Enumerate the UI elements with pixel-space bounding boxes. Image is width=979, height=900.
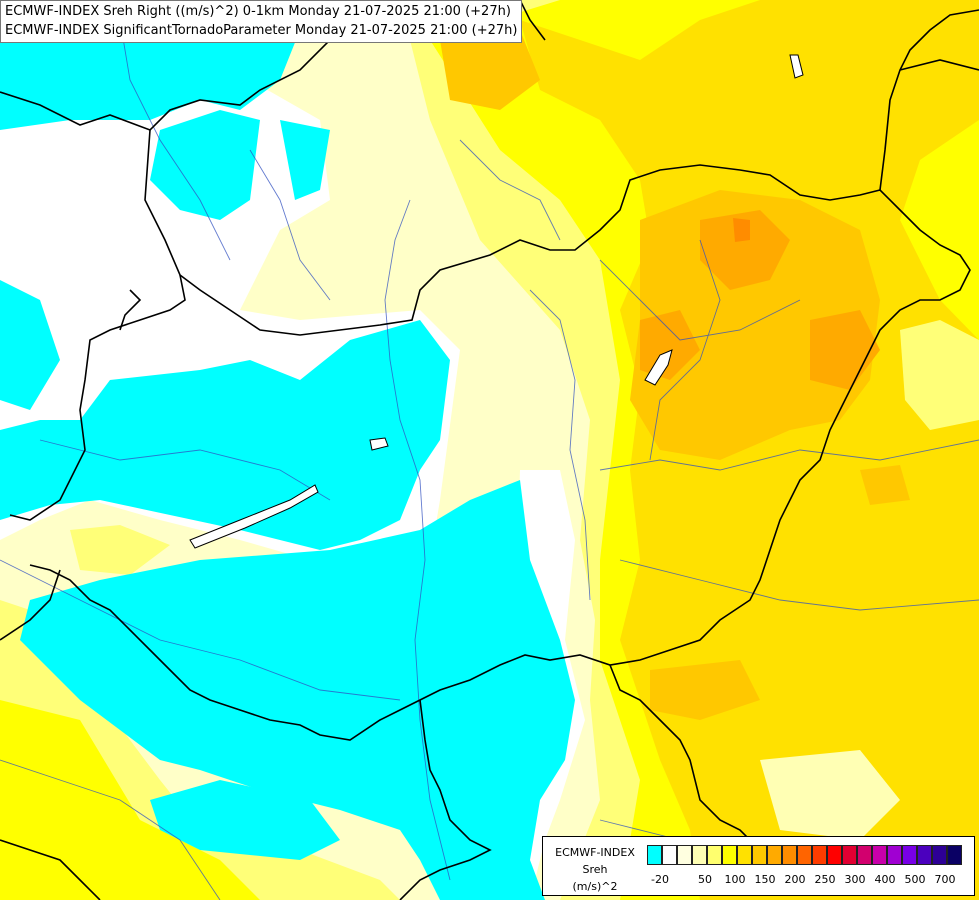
legend-swatch xyxy=(722,845,737,865)
legend-swatch xyxy=(767,845,782,865)
legend-tick-label: 100 xyxy=(724,873,746,886)
legend-swatch xyxy=(932,845,947,865)
legend-swatch xyxy=(647,845,662,865)
color-legend: ECMWF-INDEX Sreh (m/s)^2 -20 50 100 150 200 2… xyxy=(542,836,975,896)
legend-unit: (m/s)^2 xyxy=(572,880,618,893)
legend-variable: Sreh xyxy=(582,863,608,876)
legend-swatch xyxy=(812,845,827,865)
legend-swatch xyxy=(827,845,842,865)
legend-swatch xyxy=(707,845,722,865)
legend-ticks: -20 50 100 150 200 250 300 400 500 700 xyxy=(647,873,972,889)
legend-swatch xyxy=(737,845,752,865)
legend-swatch xyxy=(902,845,917,865)
legend-swatch xyxy=(677,845,692,865)
lakes xyxy=(189,54,804,549)
legend-swatches xyxy=(647,845,962,865)
legend-tick-label: 400 xyxy=(874,873,896,886)
sreh-field-east xyxy=(400,0,979,900)
legend-swatch xyxy=(692,845,707,865)
legend-tick-label: 300 xyxy=(844,873,866,886)
legend-tick-label: -20 xyxy=(651,873,669,886)
legend-swatch xyxy=(917,845,932,865)
legend-swatch xyxy=(842,845,857,865)
legend-swatch xyxy=(662,845,677,865)
legend-swatch xyxy=(872,845,887,865)
map-title-line-2: ECMWF-INDEX SignificantTornadoParameter … xyxy=(5,23,518,38)
rivers xyxy=(0,19,979,900)
legend-tick-label: 500 xyxy=(904,873,926,886)
legend-tick-label: 50 xyxy=(698,873,712,886)
map-title-line-1: ECMWF-INDEX Sreh Right ((m/s)^2) 0-1km M… xyxy=(5,4,511,19)
legend-swatch xyxy=(887,845,902,865)
legend-tick-label: 200 xyxy=(784,873,806,886)
legend-source: ECMWF-INDEX xyxy=(555,846,635,859)
legend-swatch xyxy=(782,845,797,865)
legend-swatch xyxy=(797,845,812,865)
legend-swatch xyxy=(752,845,767,865)
map-title-box: ECMWF-INDEX Sreh Right ((m/s)^2) 0-1km M… xyxy=(0,0,523,43)
legend-tick-label: 250 xyxy=(814,873,836,886)
legend-tick-label: 700 xyxy=(934,873,956,886)
legend-swatch xyxy=(947,845,962,865)
legend-swatch xyxy=(857,845,872,865)
legend-tick-label: 150 xyxy=(754,873,776,886)
